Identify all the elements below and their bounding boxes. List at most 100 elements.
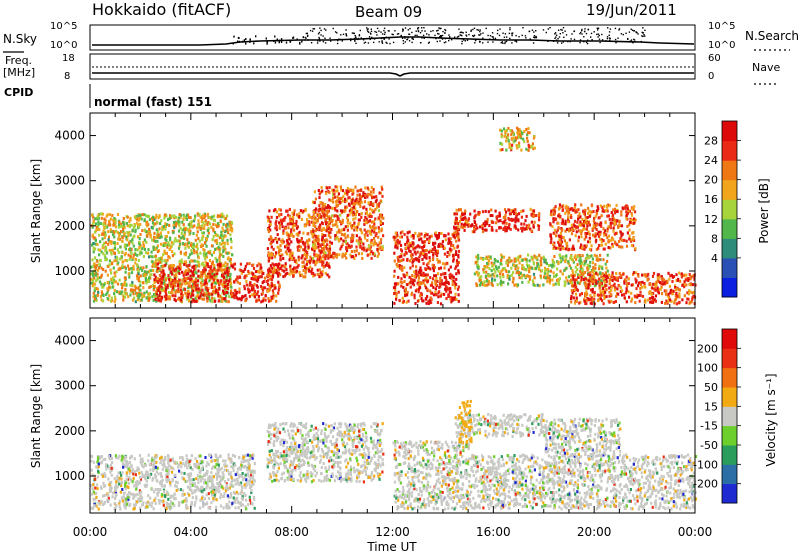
nsearch-dot [542, 29, 545, 31]
power-echo-cell [581, 267, 584, 271]
power-echo-cell [350, 226, 353, 230]
power-echo-cell [545, 268, 548, 272]
power-echo-cell [457, 225, 460, 229]
power-echo-cell [285, 243, 288, 247]
nsearch-dot [545, 31, 547, 34]
power-echo-cell [155, 299, 158, 303]
power-echo-cell [256, 279, 259, 283]
power-echo-cell [187, 299, 191, 303]
power-echo-cell [213, 281, 216, 285]
power-echo-cell [97, 290, 100, 294]
power-echo-cell [181, 293, 184, 297]
power-echo-cell [356, 210, 359, 213]
power-echo-cell [304, 245, 307, 249]
power-echo-cell [134, 288, 137, 292]
power-echo-cell [295, 213, 298, 217]
power-echo-cell [420, 282, 423, 285]
nsearch-dot [560, 28, 562, 31]
power-echo-cell [196, 242, 199, 246]
power-echo-cell [369, 193, 372, 197]
power-echo-cell [309, 255, 312, 259]
power-echo-cell [316, 253, 319, 257]
power-echo-cell [563, 239, 566, 243]
power-echo-cell [276, 233, 279, 237]
power-echo-cell [113, 243, 117, 247]
power-echo-cell [498, 214, 501, 217]
power-echo-cell [291, 220, 294, 224]
power-echo-cell [201, 224, 204, 228]
nsearch-dot [423, 37, 425, 39]
power-echo-cell [444, 287, 447, 291]
power-echo-cell [462, 212, 465, 216]
power-echo-cell [185, 264, 188, 268]
power-echo-cell [493, 258, 496, 261]
power-echo-cell [351, 192, 354, 196]
power-echo-cell [314, 238, 317, 242]
nsearch-dot [304, 39, 306, 41]
power-echo-cell [625, 217, 628, 221]
power-echo-cell [595, 254, 598, 258]
power-echo-cell [237, 297, 240, 301]
power-echo-cell [297, 263, 300, 267]
power-echo-cell [315, 240, 318, 244]
power-echo-cell [123, 295, 127, 299]
power-echo-cell [607, 240, 610, 244]
freq-label: Freq. [5, 54, 32, 67]
power-echo-cell [96, 225, 99, 229]
power-echo-cell [561, 219, 564, 223]
power-echo-cell [396, 255, 399, 259]
power-echo-cell [372, 225, 375, 229]
power-echo-cell [444, 238, 447, 242]
power-echo-cell [346, 192, 349, 196]
power-echo-cell [125, 243, 128, 247]
power-echo-cell [508, 277, 511, 281]
power-echo-cell [408, 230, 411, 234]
power-echo-cell [199, 281, 203, 285]
nsearch-dot [355, 42, 357, 44]
power-echo-cell [508, 260, 511, 264]
nsearch-dot [466, 39, 469, 41]
power-echo-cell [136, 298, 139, 302]
nsearch-dot [449, 36, 451, 38]
power-echo-cell [561, 205, 564, 209]
power-echo-cell [187, 276, 190, 280]
power-echo-cell [419, 266, 422, 270]
power-echo-cell [582, 228, 585, 232]
power-echo-cell [164, 222, 167, 226]
power-echo-cell [209, 250, 212, 253]
power-echo-cell [542, 283, 545, 287]
power-echo-cell [436, 279, 439, 283]
power-echo-cell [173, 239, 176, 243]
power-echo-cell [373, 252, 376, 256]
power-echo-cell [280, 239, 283, 243]
power-echo-cell [275, 210, 278, 214]
power-echo-cell [341, 209, 344, 213]
power-echo-cell [143, 228, 146, 232]
power-echo-cell [140, 292, 143, 296]
power-echo-cell [214, 239, 217, 243]
power-echo-cell [272, 263, 275, 267]
power-echo-cell [379, 245, 382, 249]
power-echo-cell [431, 277, 435, 281]
power-echo-cell [315, 220, 318, 224]
power-echo-cell [473, 230, 476, 234]
nsearch-dot [622, 33, 624, 36]
nsearch-dot [581, 33, 583, 35]
power-echo-cell [288, 215, 292, 219]
power-echo-cell [315, 235, 318, 239]
power-echo-cell [318, 275, 321, 279]
power-echo-cell [143, 274, 146, 278]
power-echo-cell [132, 253, 135, 257]
power-echo-cell [535, 214, 538, 217]
power-echo-cell [445, 279, 448, 282]
power-echo-cell [539, 259, 542, 263]
power-echo-cell [186, 291, 189, 295]
power-echo-cell [366, 186, 369, 190]
power-echo-cell [374, 207, 377, 211]
power-echo-cell [310, 232, 314, 236]
power-echo-cell [216, 234, 220, 238]
power-echo-cell [571, 246, 574, 250]
nsearch-dot [392, 41, 395, 44]
power-echo-cell [475, 271, 478, 274]
power-echo-cell [156, 220, 159, 224]
